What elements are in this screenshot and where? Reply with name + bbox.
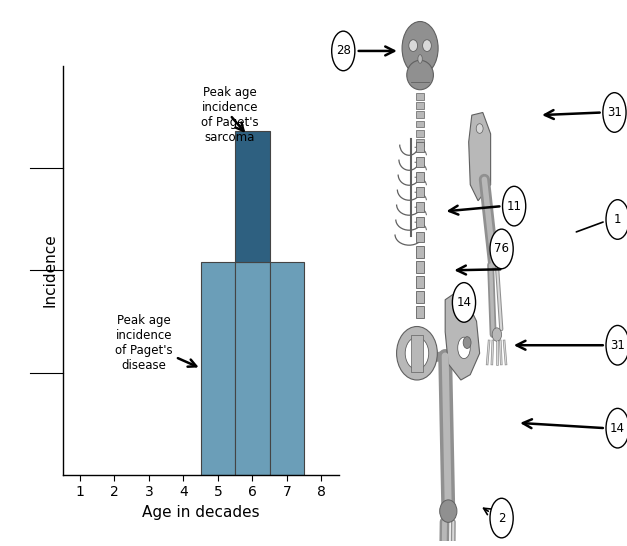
Ellipse shape <box>405 337 429 369</box>
Polygon shape <box>445 289 480 380</box>
Bar <box>416 93 424 100</box>
Ellipse shape <box>409 40 418 51</box>
Bar <box>416 261 424 273</box>
Bar <box>416 306 424 318</box>
Circle shape <box>606 200 627 239</box>
Bar <box>411 335 423 372</box>
Circle shape <box>606 408 627 448</box>
Text: 31: 31 <box>607 106 622 119</box>
Bar <box>416 129 424 136</box>
Text: 31: 31 <box>610 339 625 352</box>
Ellipse shape <box>477 124 483 133</box>
Circle shape <box>503 186 525 226</box>
Text: 14: 14 <box>456 296 472 309</box>
Text: 1: 1 <box>614 213 621 226</box>
Text: Peak age
incidence
of Paget's
sarcoma: Peak age incidence of Paget's sarcoma <box>201 86 259 144</box>
Bar <box>416 139 424 146</box>
Polygon shape <box>469 112 491 201</box>
Bar <box>416 233 424 242</box>
Circle shape <box>603 93 626 132</box>
Circle shape <box>606 325 627 365</box>
Bar <box>201 262 235 475</box>
Ellipse shape <box>402 21 438 75</box>
Ellipse shape <box>492 328 502 341</box>
Bar <box>416 276 424 288</box>
Bar <box>416 217 424 227</box>
Circle shape <box>490 229 514 269</box>
Text: Peak age
incidence
of Paget's
disease: Peak age incidence of Paget's disease <box>115 314 196 372</box>
Bar <box>416 246 424 258</box>
Text: 2: 2 <box>498 512 505 525</box>
Ellipse shape <box>458 337 470 359</box>
Ellipse shape <box>396 327 438 380</box>
Bar <box>416 291 424 303</box>
Bar <box>416 157 424 167</box>
Ellipse shape <box>418 55 423 63</box>
Bar <box>416 187 424 197</box>
Circle shape <box>490 498 514 538</box>
Circle shape <box>332 31 355 71</box>
Bar <box>235 131 270 262</box>
Bar <box>416 173 424 182</box>
Ellipse shape <box>423 40 431 51</box>
Ellipse shape <box>463 337 471 348</box>
Circle shape <box>453 283 475 322</box>
Bar <box>270 262 304 475</box>
Text: 76: 76 <box>494 242 509 256</box>
Bar <box>416 203 424 212</box>
Ellipse shape <box>440 500 457 523</box>
Y-axis label: Incidence: Incidence <box>42 233 57 307</box>
Text: 11: 11 <box>507 200 522 212</box>
Bar <box>416 102 424 109</box>
Bar <box>416 111 424 118</box>
Bar <box>416 143 424 152</box>
Bar <box>235 262 270 475</box>
Text: 14: 14 <box>610 422 625 435</box>
X-axis label: Age in decades: Age in decades <box>142 505 260 520</box>
Ellipse shape <box>407 60 433 90</box>
Bar <box>416 121 424 127</box>
Text: 28: 28 <box>336 44 350 57</box>
